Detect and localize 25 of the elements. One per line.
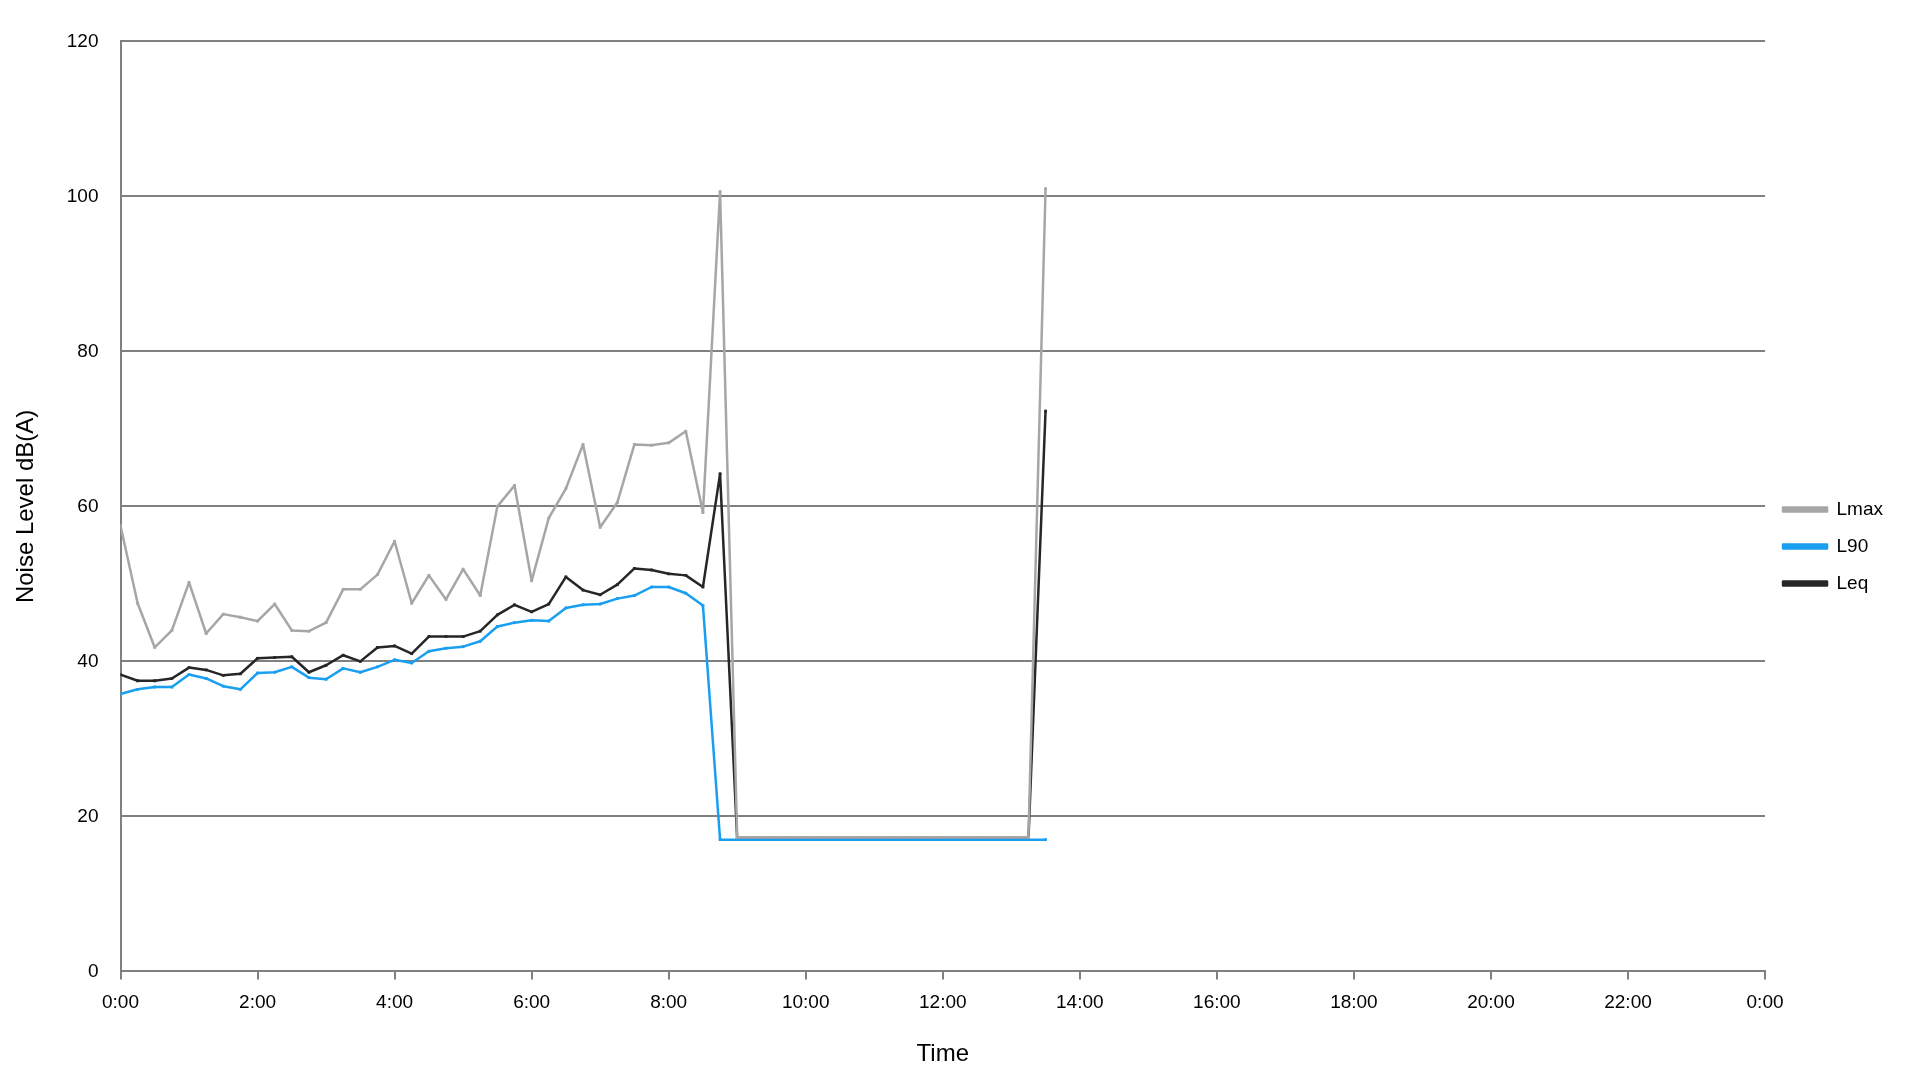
legend-label: Lmax: [1836, 497, 1884, 519]
x-tick-label: 8:00: [650, 991, 688, 1013]
x-tick-label: 20:00: [1467, 991, 1515, 1013]
x-tick-label: 14:00: [1056, 991, 1104, 1013]
legend-label: L90: [1836, 534, 1869, 556]
y-tick-label: 80: [77, 339, 99, 361]
y-tick-label: 0: [87, 959, 99, 981]
y-tick-label: 40: [77, 649, 99, 671]
x-tick-label: 16:00: [1193, 991, 1241, 1013]
x-tick-label: 0:00: [1746, 991, 1784, 1013]
x-tick-label: 10:00: [781, 991, 830, 1013]
x-tick-label: 22:00: [1604, 991, 1652, 1013]
x-tick-label: 12:00: [919, 991, 967, 1013]
x-tick-label: 2:00: [239, 991, 277, 1013]
x-tick-label: 4:00: [376, 991, 414, 1013]
y-tick-label: 120: [66, 29, 99, 51]
x-tick-label: 18:00: [1330, 991, 1378, 1013]
y-tick-label: 100: [66, 184, 99, 206]
x-tick-label: 6:00: [513, 991, 551, 1013]
y-axis-title: Noise Level dB(A): [11, 409, 39, 604]
legend-label: Leq: [1836, 571, 1869, 593]
y-tick-label: 60: [77, 494, 99, 516]
x-tick-label: 0:00: [102, 991, 139, 1013]
x-axis-title: Time: [916, 1039, 969, 1067]
y-tick-label: 20: [77, 804, 99, 826]
